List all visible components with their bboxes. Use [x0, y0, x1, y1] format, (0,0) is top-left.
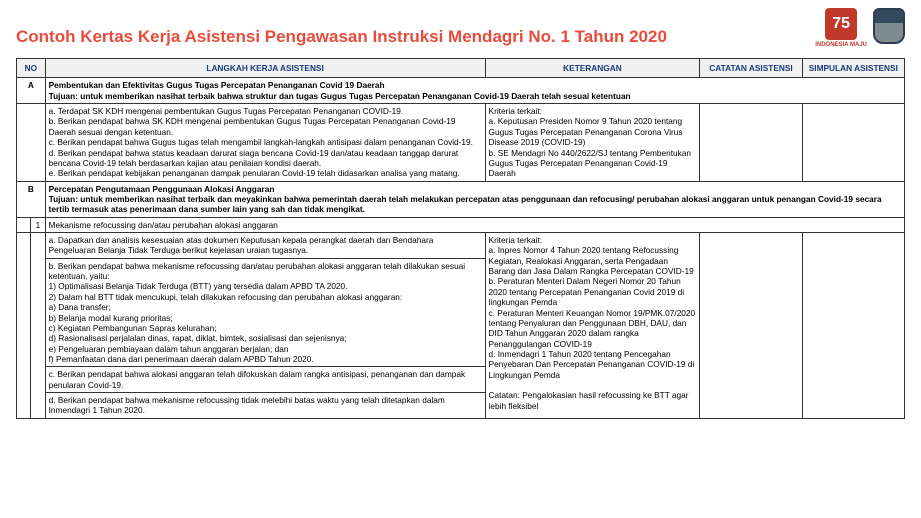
row1-a: a. Dapatkan dan analisis kesesuaian atas…: [45, 233, 485, 259]
row1-ba: a) Dana transfer;: [49, 302, 482, 312]
cell-empty: [17, 233, 31, 419]
cell-empty: [802, 104, 904, 182]
row1-keterangan: Kriteria terkait: a. Inpres Nomor 4 Tahu…: [485, 233, 700, 419]
row1-ket-d: d. Inmendagri 1 Tahun 2020 tentang Pence…: [489, 349, 697, 380]
sec-a-line-e: e. Berikan pendapat kebijakan penanganan…: [49, 168, 482, 178]
logo-kemendagri-icon: [873, 8, 905, 44]
worksheet-table: NO LANGKAH KERJA ASISTENSI KETERANGAN CA…: [16, 58, 905, 419]
sec-a-line-b: b. Berikan pendapat bahwa SK KDH mengena…: [49, 116, 482, 137]
section-a-header: Pembentukan dan Efektivitas Gugus Tugas …: [45, 78, 904, 104]
logo-75-indonesia-maju: 75 INDONESIA MAJU: [815, 8, 867, 48]
table-row: 1 Mekanisme refocussing dan/atau perubah…: [17, 217, 905, 232]
row1-ket-c: c. Peraturan Menteri Keuangan Nomor 19/P…: [489, 308, 697, 349]
section-b-header: Percepatan Pengutamaan Penggunaan Alokas…: [45, 181, 904, 217]
row1-bc: c) Kegiatan Pembangunan Sapras kelurahan…: [49, 323, 482, 333]
col-header-keterangan: KETERANGAN: [485, 59, 700, 78]
section-a-tujuan: Tujuan: untuk memberikan nasihat terbaik…: [49, 91, 901, 101]
table-row: A Pembentukan dan Efektivitas Gugus Tuga…: [17, 78, 905, 104]
cell-empty: [31, 233, 45, 419]
sec-a-line-a: a. Terdapat SK KDH mengenai pembentukan …: [49, 106, 482, 116]
header: Contoh Kertas Kerja Asistensi Pengawasan…: [16, 8, 905, 48]
row1-be: e) Pengeluaran pembiayaan dalam tahun an…: [49, 344, 482, 354]
cell-empty: [802, 233, 904, 419]
row1-ket-b: b. Peraturan Menteri Dalam Negeri Nomor …: [489, 276, 697, 307]
section-a-keterangan: Kriteria terkait: a. Keputusan Presiden …: [485, 104, 700, 182]
section-b-no: B: [17, 181, 46, 217]
table-row: a. Dapatkan dan analisis kesesuaian atas…: [17, 233, 905, 259]
table-row: a. Terdapat SK KDH mengenai pembentukan …: [17, 104, 905, 182]
logo-kemendagri: [873, 8, 905, 44]
section-b-title: Percepatan Pengutamaan Penggunaan Alokas…: [49, 184, 901, 194]
row1-b-head: b. Berikan pendapat bahwa mekanisme refo…: [49, 261, 482, 282]
row1-d: d. Berikan pendapat bahwa mekanisme refo…: [45, 393, 485, 419]
col-header-simpulan: SIMPULAN ASISTENSI: [802, 59, 904, 78]
logo-75-icon: 75: [825, 8, 857, 40]
table-header-row: NO LANGKAH KERJA ASISTENSI KETERANGAN CA…: [17, 59, 905, 78]
row1-bb: b) Belanja modal kurang prioritas;: [49, 313, 482, 323]
sec-a-ket-b: b. SE Mendagri No 440/2622/SJ tentang Pe…: [489, 148, 697, 179]
page-title: Contoh Kertas Kerja Asistensi Pengawasan…: [16, 9, 815, 47]
section-a-body: a. Terdapat SK KDH mengenai pembentukan …: [45, 104, 485, 182]
logo-75-label: INDONESIA MAJU: [815, 42, 867, 48]
logo-group: 75 INDONESIA MAJU: [815, 8, 905, 48]
row1-b2: 2) Dalam hal BTT tidak mencukupi, telah …: [49, 292, 482, 302]
section-a-no: A: [17, 78, 46, 104]
table-row: B Percepatan Pengutamaan Penggunaan Alok…: [17, 181, 905, 217]
col-header-catatan: CATATAN ASISTENSI: [700, 59, 802, 78]
row1-b: b. Berikan pendapat bahwa mekanisme refo…: [45, 258, 485, 367]
cell-empty: [17, 104, 46, 182]
row1-ket-note: Catatan: Pengalokasian hasil refocussing…: [489, 390, 697, 411]
cell-empty: [17, 217, 31, 232]
row1-num: 1: [31, 217, 45, 232]
row1-ket-a: a. Inpres Nomor 4 Tahun 2020 tentang Ref…: [489, 245, 697, 276]
section-b-tujuan: Tujuan: untuk memberikan nasihat terbaik…: [49, 194, 901, 215]
row1-b1: 1) Optimalisasi Belanja Tidak Terduga (B…: [49, 281, 482, 291]
row1-title: Mekanisme refocussing dan/atau perubahan…: [45, 217, 904, 232]
sec-a-line-c: c. Berikan pendapat bahwa Gugus tugas te…: [49, 137, 482, 147]
row1-bf: f) Pemanfaatan dana dari penerimaan daer…: [49, 354, 482, 364]
row1-c: c. Berikan pendapat bahwa alokasi anggar…: [45, 367, 485, 393]
col-header-langkah: LANGKAH KERJA ASISTENSI: [45, 59, 485, 78]
section-a-title: Pembentukan dan Efektivitas Gugus Tugas …: [49, 80, 901, 90]
sec-a-line-d: d. Berikan pendapat bahwa status keadaan…: [49, 148, 482, 169]
row1-bd: d) Rasionalisasi perjalalan dinas, rapat…: [49, 333, 482, 343]
col-header-no: NO: [17, 59, 46, 78]
row1-ket-title: Kriteria terkait:: [489, 235, 697, 245]
sec-a-ket-a: a. Keputusan Presiden Nomor 9 Tahun 2020…: [489, 116, 697, 147]
cell-empty: [700, 104, 802, 182]
sec-a-ket-title: Kriteria terkait:: [489, 106, 697, 116]
cell-empty: [700, 233, 802, 419]
